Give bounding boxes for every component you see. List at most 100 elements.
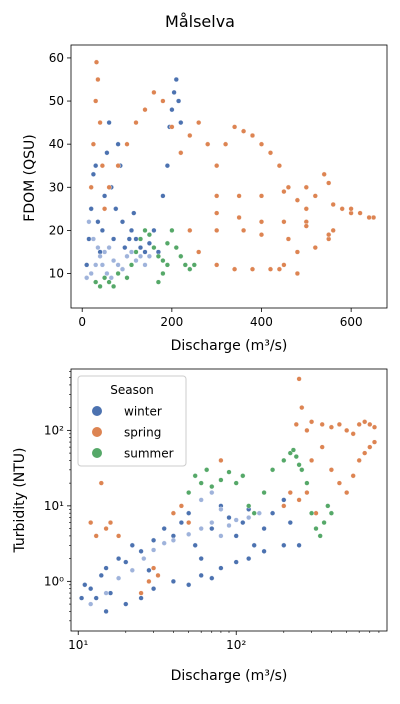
bottom-y-tick-label: 10²: [44, 423, 64, 437]
bottom-point-summer: [290, 447, 297, 453]
top-point-winter: [128, 227, 135, 234]
top-axes: 0 200 400 600 10 20 30 40 50 60: [49, 51, 363, 329]
bottom-point-spring: [304, 427, 310, 434]
bottom-point-spring: [313, 510, 319, 516]
top-point-spring: [97, 119, 103, 126]
top-point-highlight: [115, 262, 121, 268]
top-point-winter: [176, 98, 182, 104]
top-point-spring: [115, 163, 121, 169]
bottom-point-winter: [287, 519, 293, 526]
top-point-winter: [119, 219, 126, 225]
bottom-point-highlight: [218, 533, 224, 539]
bottom-x-axis-label-text: Discharge (m³/s): [171, 668, 288, 684]
top-point-highlight: [97, 253, 103, 259]
bottom-point-highlight: [129, 567, 135, 573]
bottom-point-summer: [204, 467, 210, 473]
legend-marker-spring: [92, 427, 102, 437]
top-point-spring: [214, 227, 220, 234]
bottom-point-spring: [93, 533, 99, 539]
bottom-point-highlight: [198, 525, 204, 532]
top-x-tick-label: 200: [160, 315, 183, 329]
top-point-winter: [142, 249, 148, 255]
top-point-winter: [169, 107, 175, 113]
top-point-summer: [101, 275, 108, 281]
bottom-point-summer: [328, 510, 335, 516]
bottom-point-winter: [93, 595, 99, 601]
bottom-point-highlight: [88, 601, 94, 607]
top-point-winter: [93, 163, 99, 169]
top-point-summer: [93, 279, 99, 285]
bottom-point-spring: [336, 480, 343, 486]
bottom-point-spring: [362, 450, 368, 456]
bottom-point-winter: [209, 575, 215, 581]
bottom-point-winter: [138, 595, 144, 601]
top-point-spring: [321, 171, 327, 177]
top-point-spring: [348, 206, 354, 212]
top-point-winter: [146, 240, 153, 246]
top-point-winter: [104, 150, 110, 156]
bottom-point-spring: [170, 510, 177, 516]
bottom-point-spring: [319, 444, 325, 450]
top-point-winter: [173, 76, 179, 83]
bottom-point-spring: [319, 421, 325, 428]
bottom-x-axis-label: Discharge (m³/s): [171, 668, 288, 684]
top-point-summer: [160, 258, 166, 264]
bottom-point-spring: [309, 457, 315, 464]
top-point-summer: [164, 262, 171, 268]
bottom-point-winter: [98, 572, 104, 579]
bottom-point-spring: [296, 497, 302, 503]
top-point-spring: [232, 124, 238, 130]
bottom-point-spring: [178, 503, 185, 509]
bottom-point-summer: [299, 467, 305, 473]
bottom-point-winter: [151, 537, 157, 543]
legend: Season winter spring summer: [77, 375, 187, 467]
bottom-point-spring: [367, 444, 373, 450]
bottom-point-summer: [287, 450, 293, 456]
top-point-winter: [126, 236, 132, 242]
bottom-point-highlight: [256, 510, 262, 516]
top-point-spring: [106, 184, 112, 190]
bottom-point-highlight: [209, 490, 215, 496]
top-y-tick-label: 20: [49, 223, 64, 237]
bottom-point-winter: [251, 542, 257, 548]
top-point-spring: [366, 214, 372, 221]
bottom-point-spring: [371, 424, 378, 430]
top-point-spring: [258, 193, 265, 199]
top-point-highlight: [128, 249, 135, 255]
top-point-highlight: [137, 253, 144, 259]
bottom-point-spring: [103, 525, 109, 532]
top-point-summer: [164, 240, 171, 246]
bottom-point-spring: [98, 480, 104, 486]
top-point-summer: [106, 279, 112, 285]
top-point-spring: [276, 266, 283, 272]
bottom-point-spring: [88, 519, 94, 526]
top-point-spring: [339, 206, 345, 212]
bottom-point-highlight: [151, 547, 157, 553]
bottom-point-spring: [151, 565, 157, 571]
top-point-spring: [267, 266, 274, 272]
bottom-chart-points: [78, 376, 378, 615]
bottom-point-winter: [107, 590, 114, 596]
top-x-axis-label: Discharge (m³/s): [171, 338, 288, 354]
top-point-spring: [93, 59, 100, 65]
top-point-spring: [236, 193, 242, 199]
top-x-tick-label: 0: [78, 315, 86, 329]
top-point-spring: [124, 141, 130, 147]
bottom-point-winter: [88, 586, 94, 592]
bottom-point-winter: [233, 559, 239, 565]
bottom-point-highlight: [141, 555, 147, 562]
bottom-point-summer: [226, 469, 232, 475]
top-point-spring: [371, 214, 377, 221]
top-point-highlight: [110, 258, 117, 264]
top-point-spring: [214, 163, 220, 169]
bottom-axes: 10¹ 10² 10⁰ 10¹ 10²: [44, 371, 380, 652]
bottom-point-winter: [261, 548, 267, 554]
top-point-highlight: [101, 249, 108, 255]
top-point-summer: [155, 253, 162, 259]
bottom-point-highlight: [186, 531, 192, 537]
top-point-spring: [93, 98, 99, 104]
bottom-point-winter: [123, 559, 129, 565]
top-point-highlight: [99, 262, 106, 268]
top-point-spring: [267, 150, 274, 156]
